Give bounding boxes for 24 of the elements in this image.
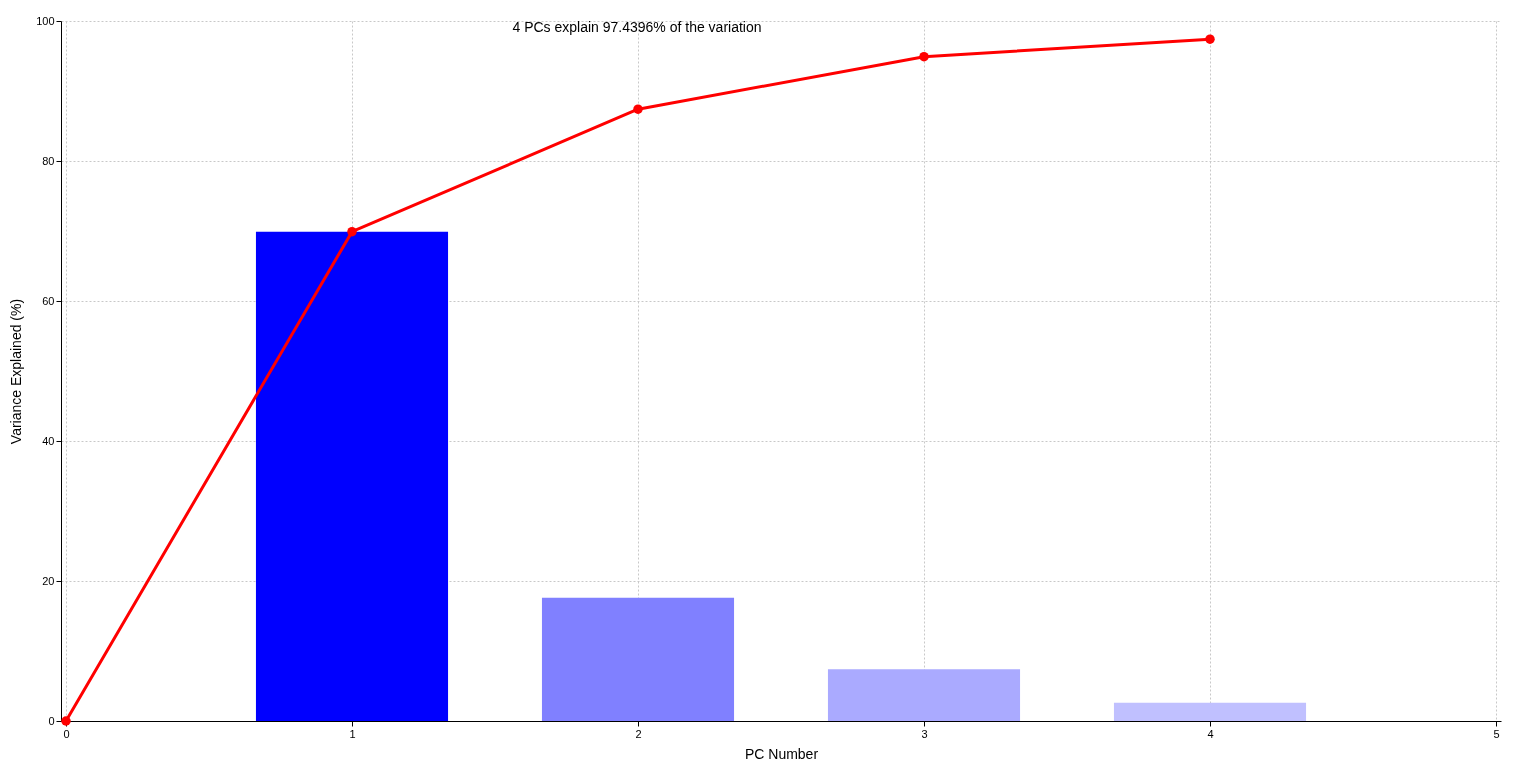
- point: [633, 104, 643, 114]
- x-tick-label: 4: [1207, 727, 1214, 740]
- y-tick-label: 0: [48, 714, 55, 727]
- point: [347, 226, 357, 237]
- point: [1205, 34, 1215, 44]
- x-tick-label: 3: [921, 727, 928, 740]
- point: [919, 51, 929, 62]
- point: [61, 716, 71, 726]
- x-tick-label: 5: [1493, 727, 1500, 740]
- bar: [827, 669, 1021, 721]
- y-tick-label: 100: [36, 14, 55, 27]
- bar: [255, 231, 449, 721]
- y-tick-label: 20: [42, 574, 55, 587]
- bar: [1113, 702, 1307, 721]
- x-tick-label: 2: [635, 727, 642, 740]
- y-axis-title: Variance Explained (%): [8, 298, 25, 445]
- x-axis-title: PC Number: [744, 745, 819, 762]
- y-tick-label: 40: [42, 434, 55, 447]
- x-tick-label: 1: [349, 727, 356, 740]
- annotation: 4 PCs explain 97.4396% of the variation: [512, 19, 762, 35]
- y-tick-label: 80: [42, 154, 55, 167]
- bar: [541, 597, 735, 721]
- x-tick-label: 0: [63, 727, 70, 740]
- y-tick-label: 60: [42, 294, 55, 307]
